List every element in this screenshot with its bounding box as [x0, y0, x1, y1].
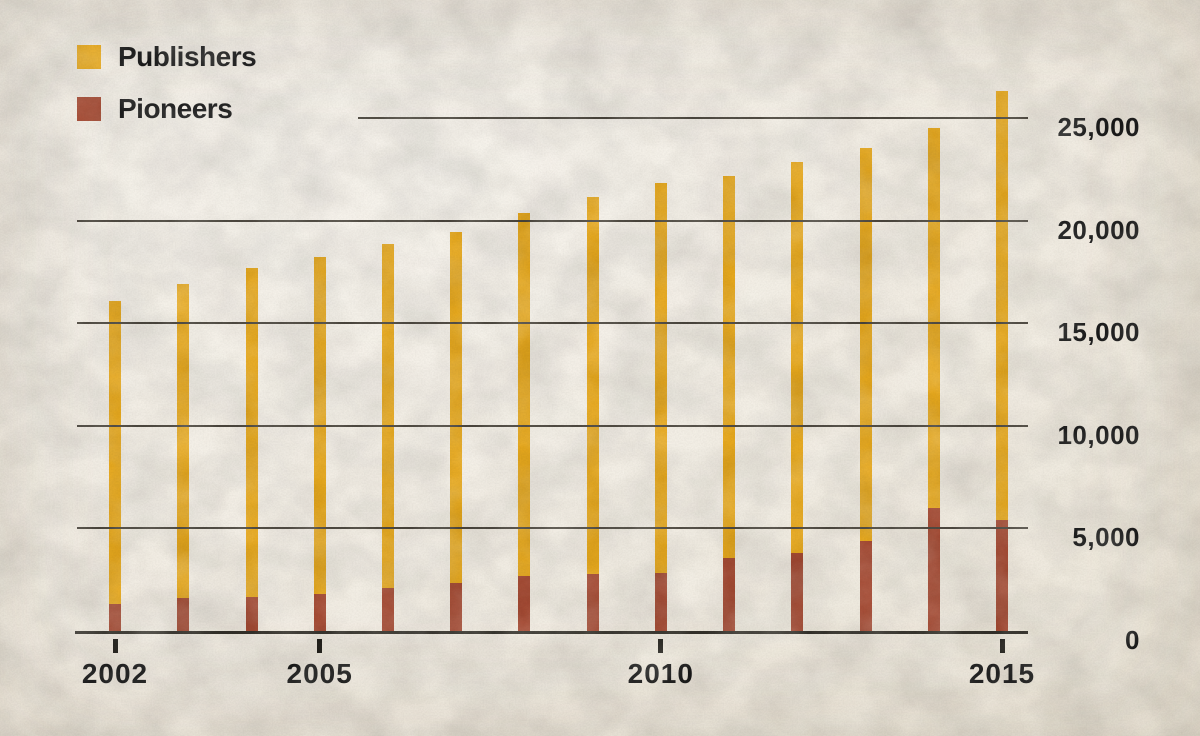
bar-pioneers-2013	[859, 540, 872, 633]
bar-publishers-2009	[586, 197, 599, 633]
x-tick-2005	[317, 639, 323, 653]
x-tick-2010	[658, 639, 664, 653]
pioneers-swatch-icon	[77, 97, 101, 121]
gridline-10000	[77, 424, 1028, 427]
bar-publishers-2007	[450, 231, 463, 633]
publishers-legend-label: Publishers	[118, 41, 257, 72]
x-axis-label-2010: 2010	[627, 658, 694, 689]
y-axis-label-10000: 10,000	[1057, 419, 1140, 450]
x-axis-label-2015: 2015	[968, 658, 1036, 689]
legend-item-pioneers: Pioneers	[77, 93, 256, 124]
bar-pioneers-2009	[586, 573, 599, 633]
x-axis-label-2005: 2005	[286, 658, 353, 689]
legend: Publishers Pioneers	[77, 41, 257, 148]
y-axis-label-15000: 15,000	[1057, 317, 1140, 348]
bar-publishers-2008	[518, 213, 531, 633]
bar-pioneers-2008	[518, 575, 531, 633]
bar-publishers-2003	[177, 284, 190, 633]
bar-publishers-2010	[654, 182, 667, 633]
y-axis-label-20000: 20,000	[1057, 214, 1140, 245]
bar-pioneers-2006	[381, 587, 394, 633]
bar-pioneers-2012	[791, 553, 804, 633]
gridline-20000	[77, 219, 1028, 222]
publishers-swatch-icon	[77, 45, 101, 69]
bar-pioneers-2010	[654, 572, 667, 633]
bar-pioneers-2005	[313, 594, 326, 633]
x-axis-line	[75, 631, 1028, 634]
pioneers-legend-label: Pioneers	[118, 93, 233, 124]
y-axis-label-5000: 5,000	[1072, 522, 1140, 553]
x-tick-2002	[112, 639, 118, 653]
bar-pioneers-2007	[450, 582, 463, 633]
bar-publishers-2002	[109, 300, 121, 633]
y-axis-label-0: 0	[1125, 625, 1140, 655]
legend-item-publishers: Publishers	[77, 41, 257, 72]
bar-publishers-2005	[313, 256, 326, 633]
bar-pioneers-2003	[177, 598, 190, 633]
gridline-15000	[77, 322, 1028, 325]
x-axis-label-2002: 2002	[81, 658, 149, 689]
y-axis-label-25000: 25,000	[1057, 112, 1140, 142]
bar-publishers-2006	[381, 244, 394, 633]
bar-pioneers-2011	[723, 558, 736, 633]
gridline-25000	[358, 117, 1028, 119]
bar-pioneers-2004	[245, 597, 258, 633]
gridline-5000	[77, 527, 1028, 530]
bar-pioneers-2002	[109, 604, 121, 633]
